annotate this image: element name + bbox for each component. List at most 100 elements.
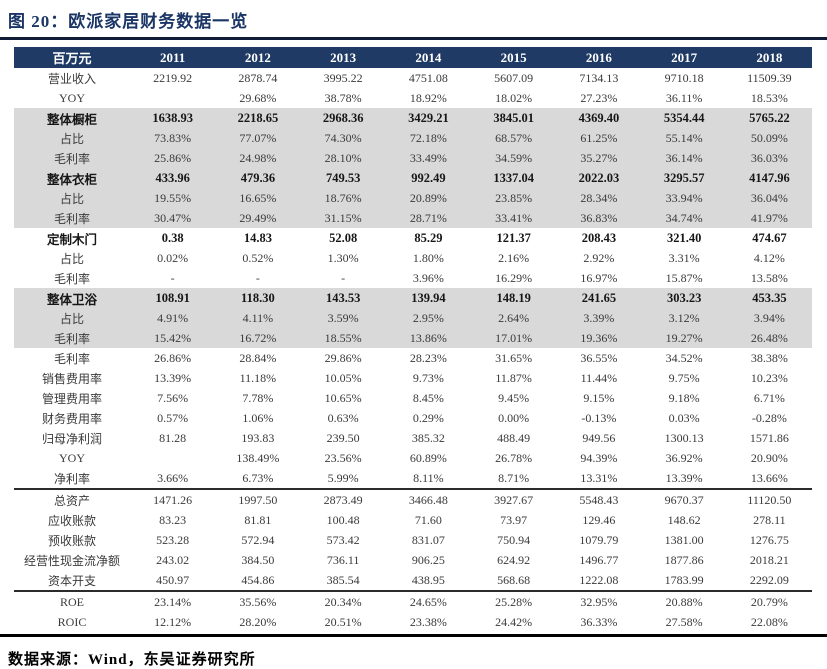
value-cell: 523.28 xyxy=(156,532,190,547)
value-cell: 11.87% xyxy=(495,370,532,385)
table-row: 整体衣柜 433.96 479.36 749.53 992.49 1337.04 2022.… xyxy=(14,168,812,188)
row-label: 财务费用率 xyxy=(41,411,102,426)
value-cell: 23.14% xyxy=(130,590,216,612)
value-cell: 60.89% xyxy=(409,450,447,465)
value-cell: 18.92% xyxy=(409,90,447,105)
row-label: 资本开支 xyxy=(47,573,96,588)
year-column-header: 2012 xyxy=(215,47,301,68)
value-cell: 2.64% xyxy=(471,308,557,328)
value-cell: 27.58% xyxy=(665,614,703,629)
value-cell: 23.38% xyxy=(409,614,447,629)
value-cell: 1783.99 xyxy=(664,572,704,587)
value-cell: 13.31% xyxy=(580,470,618,485)
value-cell: 2.16% xyxy=(498,250,530,265)
value-cell: 624.92 xyxy=(497,552,531,567)
table-row: 毛利率 - - - 3.96% 16.29% 16.97% 15.87% 13.58% xyxy=(14,268,812,288)
table-row: 整体橱柜 1638.93 2218.65 2968.36 3429.21 3845.01 4… xyxy=(14,108,812,128)
value-cell: 26.78% xyxy=(495,450,533,465)
value-cell: 193.83 xyxy=(241,430,275,445)
value-cell: 0.03% xyxy=(668,410,700,425)
value-cell: 488.49 xyxy=(497,430,531,445)
financial-data-table: 百万元 2011 2012 2013 2014 2015 2016 2017 2018 营业收入… xyxy=(14,47,812,632)
value-cell: 438.95 xyxy=(411,572,445,587)
value-cell: 13.58% xyxy=(750,270,788,285)
value-cell: 385.54 xyxy=(326,572,360,587)
table-row: 经营性现金流净额 243.02 384.50 736.11 906.25 624.92 14… xyxy=(14,550,812,570)
value-cell: 17.01% xyxy=(471,328,557,348)
value-cell: 4369.40 xyxy=(556,108,642,128)
value-cell: 453.35 xyxy=(726,288,812,308)
value-cell: 3.66% xyxy=(157,470,189,485)
value-cell: 0.57% xyxy=(157,410,189,425)
value-cell: 83.23 xyxy=(159,512,187,527)
value-cell: 10.05% xyxy=(324,370,362,385)
value-cell: 71.60 xyxy=(414,512,442,527)
value-cell: 3845.01 xyxy=(471,108,557,128)
value-cell: 1.06% xyxy=(242,410,274,425)
value-cell: 2022.03 xyxy=(556,168,642,188)
value-cell: 18.02% xyxy=(495,90,533,105)
value-cell: 15.42% xyxy=(130,328,216,348)
row-label: 净利率 xyxy=(53,471,90,486)
value-cell: 138.49% xyxy=(236,450,280,465)
value-cell: 29.68% xyxy=(239,90,277,105)
value-cell: 2218.65 xyxy=(215,108,301,128)
value-cell: 384.50 xyxy=(241,552,275,567)
table-row: 预收账款 523.28 572.94 573.42 831.07 750.94 1079.7… xyxy=(14,530,812,550)
value-cell: 749.53 xyxy=(300,168,386,188)
value-cell: 2873.49 xyxy=(300,488,386,510)
value-cell: - xyxy=(170,270,175,285)
value-cell: 208.43 xyxy=(581,230,617,245)
value-cell: 6.71% xyxy=(753,390,785,405)
row-label: 经营性现金流净额 xyxy=(23,553,120,568)
value-cell: 36.04% xyxy=(726,188,812,208)
value-cell: 1222.08 xyxy=(579,572,619,587)
value-cell: 30.47% xyxy=(130,208,216,228)
value-cell: 148.19 xyxy=(471,288,557,308)
value-cell: 2219.92 xyxy=(153,70,193,85)
row-label: 营业收入 xyxy=(47,71,96,86)
value-cell: 11509.39 xyxy=(747,70,792,85)
value-cell: 20.79% xyxy=(726,590,812,612)
value-cell: 9670.37 xyxy=(641,488,727,510)
table-row: ROIC 12.12% 28.20% 20.51% 23.38% 24.42% 36.33%… xyxy=(14,612,812,632)
value-cell: 121.37 xyxy=(496,230,531,245)
value-cell: 992.49 xyxy=(385,168,471,188)
value-cell: 19.36% xyxy=(556,328,642,348)
value-cell: 139.94 xyxy=(385,288,471,308)
value-cell: 11.44% xyxy=(580,370,618,385)
value-cell: 19.55% xyxy=(130,188,216,208)
year-column-header: 2011 xyxy=(130,47,216,68)
value-cell: 3995.22 xyxy=(323,70,363,85)
row-label: ROE xyxy=(14,590,130,612)
value-cell: 3.94% xyxy=(726,308,812,328)
value-cell: 2968.36 xyxy=(300,108,386,128)
value-cell: 24.65% xyxy=(385,590,471,612)
table-row: YOY 29.68% 38.78% 18.92% 18.02% 27.23% 36.11% 1… xyxy=(14,88,812,108)
value-cell: 0.63% xyxy=(327,410,359,425)
value-cell: 26.48% xyxy=(726,328,812,348)
value-cell: 4147.96 xyxy=(726,168,812,188)
value-cell xyxy=(130,448,215,468)
value-cell: 573.42 xyxy=(326,532,360,547)
table-row: 营业收入 2219.92 2878.74 3995.22 4751.08 5607.09 7… xyxy=(14,68,812,88)
value-cell: 33.41% xyxy=(471,208,557,228)
value-cell: 41.97% xyxy=(726,208,812,228)
value-cell: 85.29 xyxy=(414,230,443,245)
value-cell: 243.02 xyxy=(156,552,190,567)
row-label: 归母净利润 xyxy=(41,431,102,446)
table-row: 毛利率 30.47% 29.49% 31.15% 28.71% 33.41% 36.83% 3… xyxy=(14,208,812,228)
value-cell: 22.08% xyxy=(750,614,788,629)
value-cell: 77.07% xyxy=(215,128,301,148)
table-row: 应收账款 83.23 81.81 100.48 71.60 73.97 129.46 148.… xyxy=(14,510,812,530)
value-cell: 34.59% xyxy=(471,148,557,168)
value-cell: 52.08 xyxy=(329,230,358,245)
value-cell: 1471.26 xyxy=(130,488,216,510)
table-row: 定制木门 0.38 14.83 52.08 85.29 121.37 208.43 321.4… xyxy=(14,228,812,248)
value-cell: 303.23 xyxy=(641,288,727,308)
value-cell: 3.96% xyxy=(412,270,444,285)
table-row: 占比 73.83% 77.07% 74.30% 72.18% 68.57% 61.25% 55… xyxy=(14,128,812,148)
row-label: 定制木门 xyxy=(46,232,97,247)
value-cell: 16.97% xyxy=(580,270,618,285)
value-cell: 831.07 xyxy=(411,532,445,547)
